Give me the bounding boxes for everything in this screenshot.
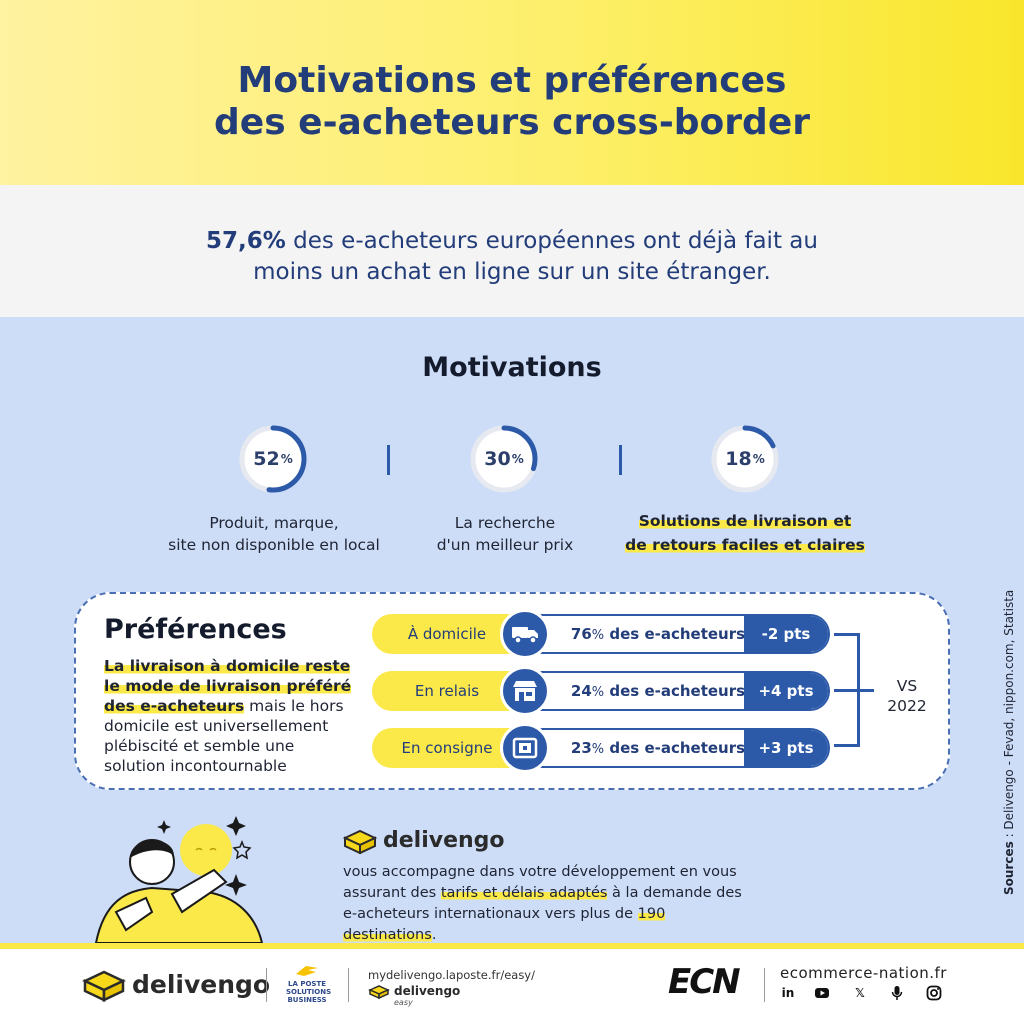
preference-bar: 76% des e-acheteurs -2 pts [522, 614, 830, 654]
motivation-ring-2: 30% [468, 423, 540, 495]
motivation-value-1: 52% [253, 448, 293, 470]
vs-label: VS 2022 [887, 677, 927, 715]
motivation-value-3: 18% [725, 448, 765, 470]
header-banner [0, 0, 1024, 185]
preference-row-domicile: À domicile 76% des e-acheteurs -2 pts [372, 609, 830, 659]
intro-text: 57,6% des e-acheteurs européennes ont dé… [0, 226, 1024, 288]
title-line-1: Motivations et préférences [237, 60, 787, 101]
preference-delta: -2 pts [744, 616, 828, 652]
footer [0, 949, 1024, 1024]
preference-bar: 23% des e-acheteurs +3 pts [522, 728, 830, 768]
shop-icon [500, 666, 550, 716]
delivengo-logo-icon [82, 970, 126, 1002]
comparison-connector [834, 689, 874, 692]
preference-row-consigne: En consigne 23% des e-acheteurs +3 pts [372, 723, 830, 773]
laposte-logo-text: LA POSTE SOLUTIONS BUSINESS [286, 980, 332, 1004]
title-line-2: des e-acheteurs cross-border [214, 102, 810, 143]
page-title: Motivations et préférences des e-acheteu… [0, 60, 1024, 144]
preference-bar: 24% des e-acheteurs +4 pts [522, 671, 830, 711]
preference-value: 24% des e-acheteurs [570, 682, 746, 700]
preferences-description: La livraison à domicile reste le mode de… [104, 657, 352, 775]
preference-delta: +4 pts [744, 673, 828, 709]
sources-note: Sources : Delivengo - Fevad, nippon.com,… [1002, 589, 1016, 895]
preference-label: À domicile [407, 625, 487, 643]
delivengo-promo-logo: delivengo [342, 828, 505, 855]
locker-icon [500, 723, 550, 773]
delivengo-easy-icon [368, 985, 390, 1000]
laposte-bird-icon [296, 966, 318, 976]
footer-url[interactable]: mydelivengo.laposte.fr/easy/ [368, 968, 535, 982]
ecn-logo: ECN [668, 962, 741, 1002]
footer-divider [0, 943, 1024, 949]
footer-site[interactable]: ecommerce-nation.fr [780, 964, 947, 982]
motivation-ring-3: 18% [709, 423, 781, 495]
preference-value: 76% des e-acheteurs [570, 625, 746, 643]
footer-easy-brand: delivengo [394, 984, 461, 998]
intro-line-2: moins un achat en ligne sur un site étra… [253, 259, 771, 285]
motivation-ring-1: 52% [237, 423, 309, 495]
preference-delta: +3 pts [744, 730, 828, 766]
motivation-caption-1: Produit, marque, site non disponible en … [168, 514, 380, 554]
shopper-illustration [94, 816, 264, 943]
delivengo-promo-text: vous accompagne dans votre développement… [343, 864, 742, 943]
progress-ring-icon [239, 425, 307, 493]
youtube-icon[interactable] [814, 985, 830, 1001]
footer-separator [764, 968, 765, 1002]
motivation-caption-3: Solutions de livraison et de retours fac… [625, 512, 865, 554]
preference-value: 23% des e-acheteurs [570, 739, 746, 757]
motivation-value-2: 30% [484, 448, 524, 470]
truck-icon [500, 609, 550, 659]
podcast-mic-icon[interactable] [889, 985, 905, 1001]
instagram-icon[interactable] [926, 985, 942, 1001]
preference-row-relais: En relais 24% des e-acheteurs +4 pts [372, 666, 830, 716]
footer-separator [266, 968, 267, 1002]
preferences-title: Préférences [104, 614, 287, 645]
divider-1 [387, 445, 390, 475]
divider-2 [619, 445, 622, 475]
intro-line-1: des e-acheteurs européennes ont déjà fai… [285, 228, 818, 254]
progress-ring-icon [470, 425, 538, 493]
intro-highlight: 57,6% [206, 228, 286, 254]
linkedin-icon[interactable]: in [781, 986, 795, 1000]
footer-brand: delivengo [132, 970, 271, 999]
intro-band [0, 185, 1024, 317]
delivengo-promo-brand: delivengo [383, 828, 505, 853]
delivengo-box-icon [342, 829, 378, 855]
footer-easy-sub: easy [394, 998, 413, 1007]
x-twitter-icon[interactable]: 𝕏 [855, 986, 865, 1000]
preference-label: En consigne [401, 739, 493, 757]
motivation-caption-2: La recherche d'un meilleur prix [436, 514, 574, 554]
progress-ring-icon [711, 425, 779, 493]
footer-separator [348, 968, 349, 1002]
preference-label: En relais [414, 682, 480, 700]
motivations-title: Motivations [422, 352, 602, 383]
